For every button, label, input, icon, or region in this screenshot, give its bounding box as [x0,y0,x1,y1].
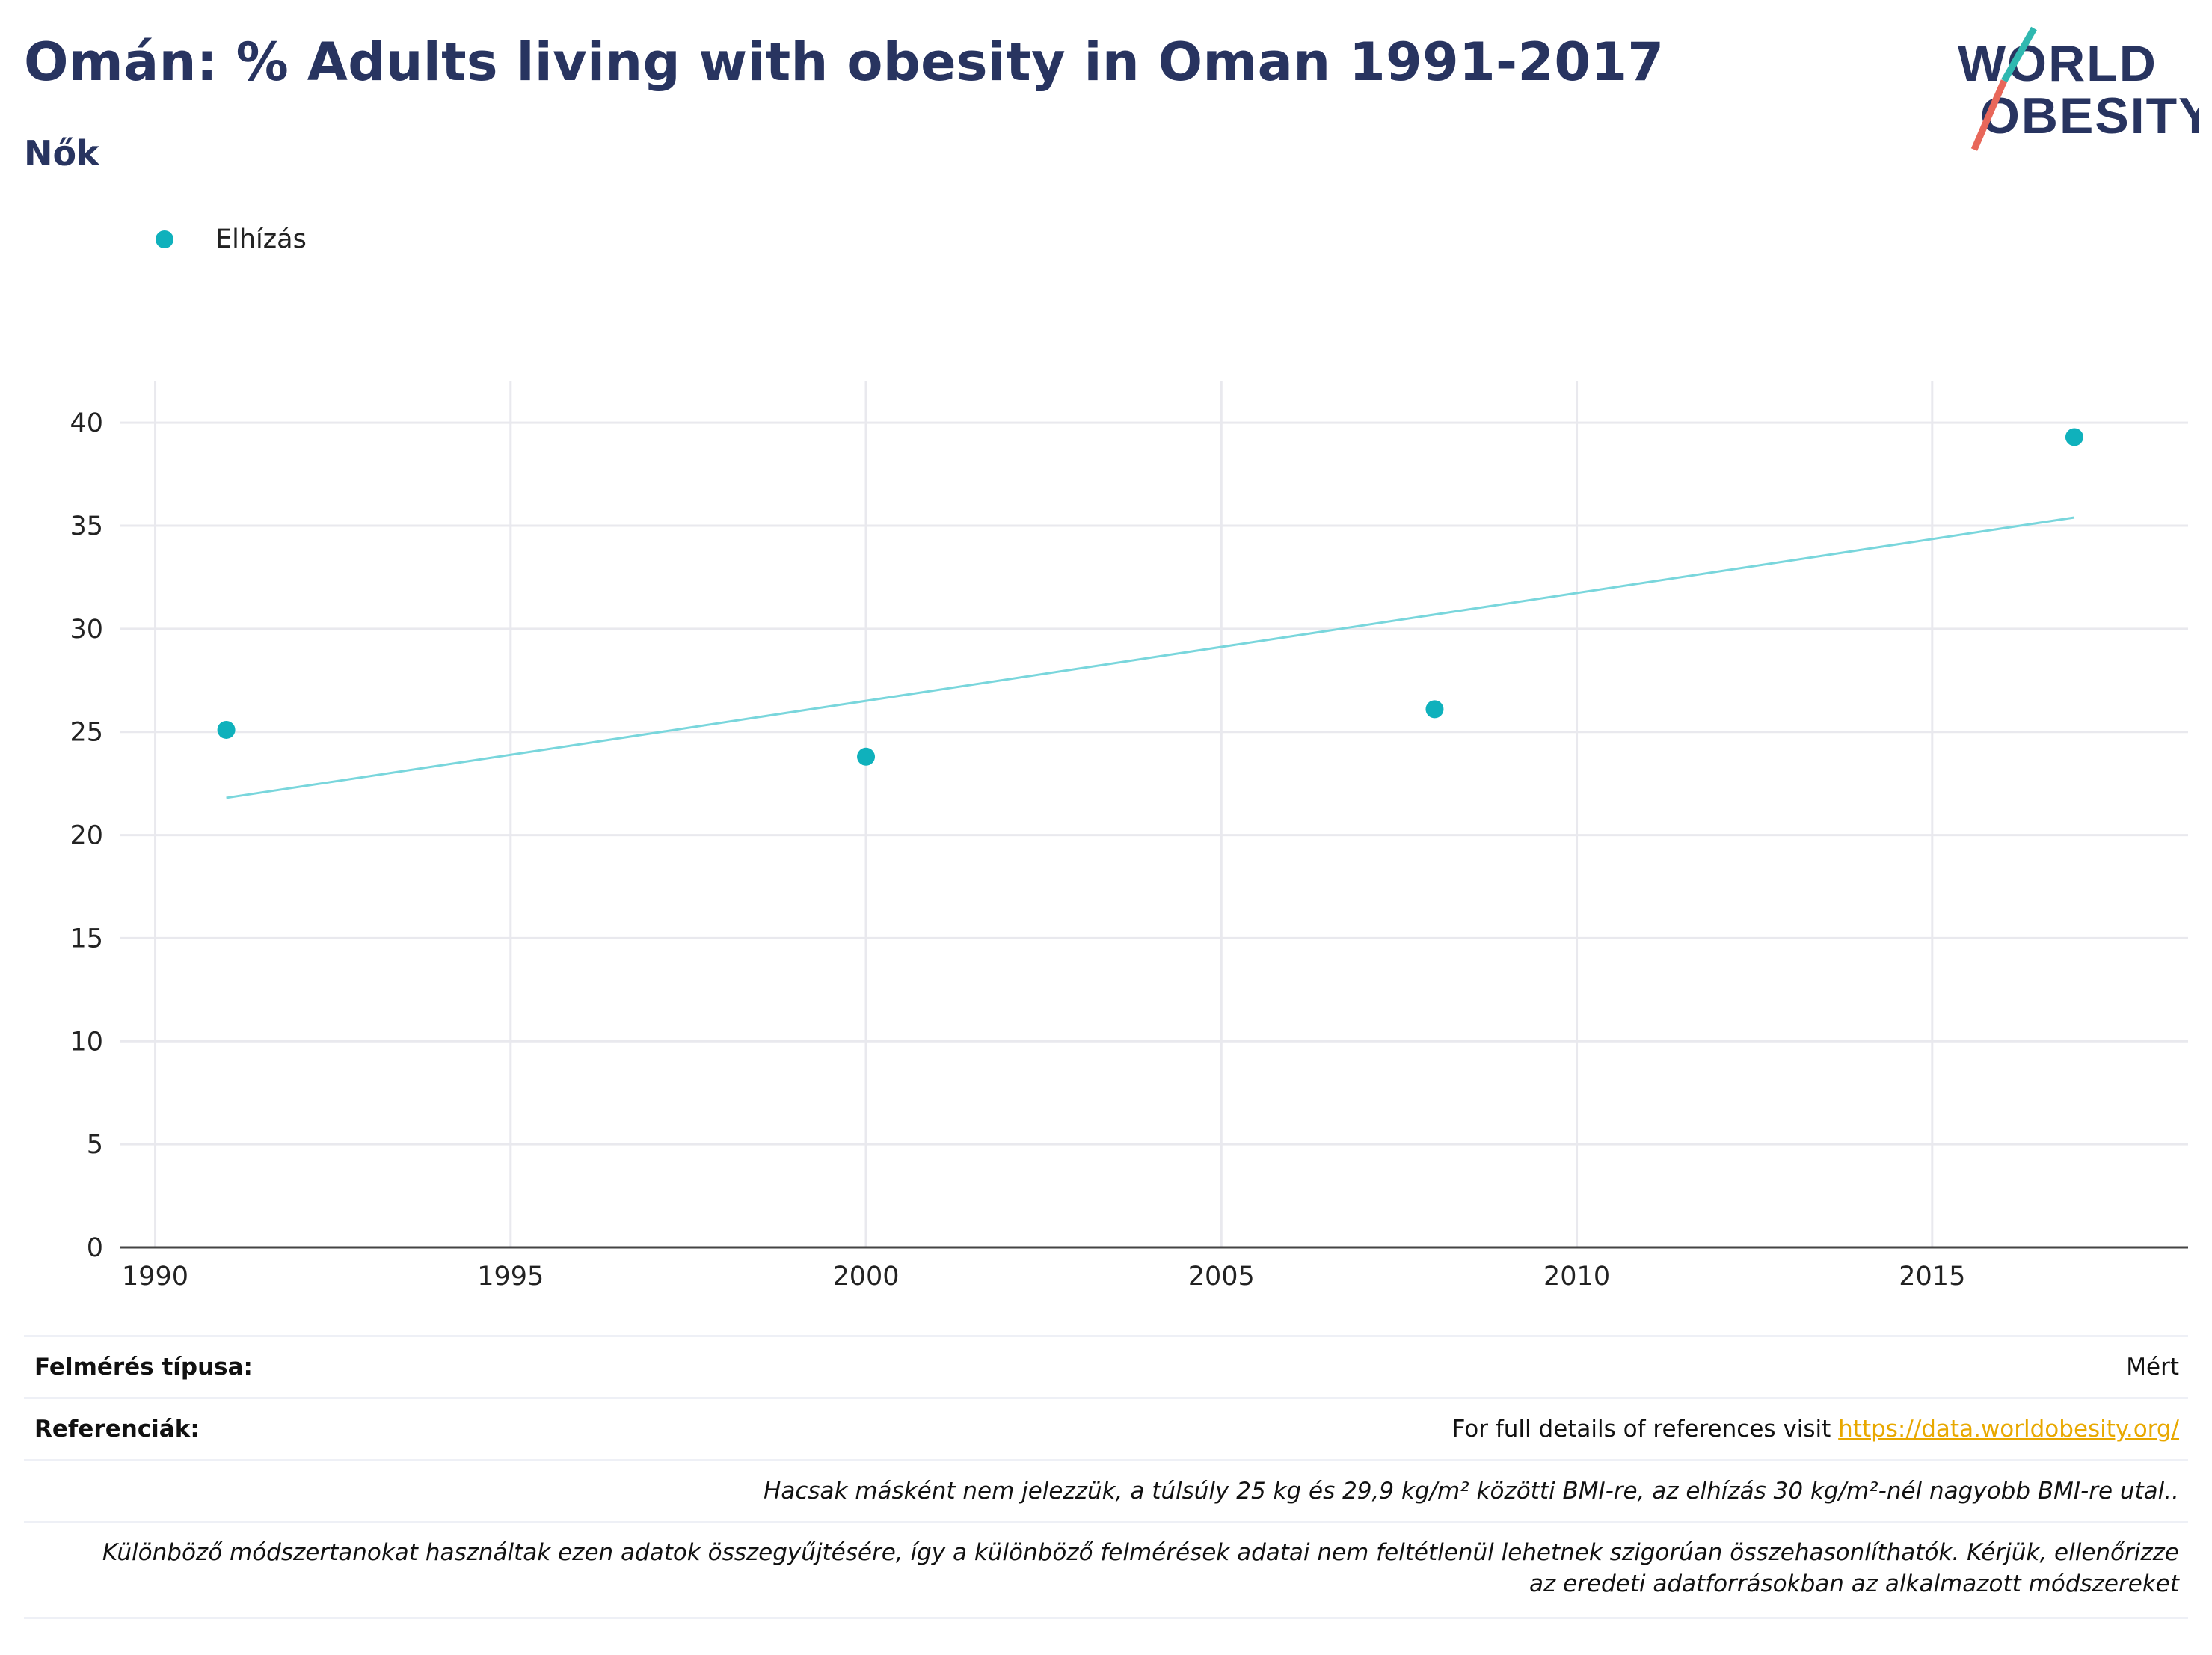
grid-lines [120,381,2188,1247]
x-tick-label: 2010 [1543,1262,1610,1292]
survey-type-value: Mért [2126,1354,2179,1381]
legend-label: Elhízás [215,224,307,254]
note-definition-row: Hacsak másként nem jelezzük, a túlsúly 2… [24,1459,2188,1521]
y-tick-label: 20 [70,821,103,851]
references-value: For full details of references visit htt… [24,1399,2188,1459]
y-tick-label: 25 [70,718,103,748]
data-point [2065,428,2083,446]
references-text: For full details of references visit [1451,1416,1839,1443]
trend-line-layer [226,516,2075,799]
x-tick-label: 2005 [1188,1262,1255,1292]
logo-word-obesity: OBESITY [1980,87,2199,144]
data-point [1425,700,1444,719]
y-tick-label: 15 [70,924,103,954]
note-methodology: Különböző módszertanokat használtak ezen… [102,1539,2179,1597]
chart-subtitle: Nők [24,133,99,174]
data-points [217,428,2083,766]
references-label: Referenciák: [34,1416,200,1443]
note-definition: Hacsak másként nem jelezzük, a túlsúly 2… [764,1478,2179,1505]
trend-line [226,516,2075,799]
y-tick-label: 40 [70,408,103,438]
x-tick-label: 1995 [477,1262,544,1292]
y-tick-label: 35 [70,512,103,541]
info-table: Felmérés típusa: Mért Referenciák: For f… [24,1335,2188,1619]
y-tick-label: 0 [87,1233,103,1263]
data-point [857,747,876,766]
logo-slash-teal [2001,26,2037,83]
x-tick-label: 2000 [833,1262,900,1292]
logo-slash-coral [1970,79,2008,151]
axes: 0 5 10 15 20 25 30 35 40 1990 1995 2000 2005 2010 2015 [70,408,2188,1292]
chart-title: Omán: % Adults living with obesity in Om… [24,31,1665,93]
chart-legend[interactable]: Elhízás [156,224,307,254]
y-tick-label: 5 [87,1130,103,1160]
x-tick-label: 2015 [1899,1262,1965,1292]
y-tick-label: 30 [70,615,103,645]
y-tick-label: 10 [70,1027,103,1057]
legend-marker [156,230,173,248]
data-point [217,720,236,739]
x-tick-label: 1990 [122,1262,188,1292]
survey-type-label: Felmérés típusa: [34,1354,253,1381]
references-link[interactable]: https://data.worldobesity.org/ [1838,1416,2179,1443]
logo-word-world: WORLD [1958,35,2157,92]
survey-type-row: Felmérés típusa: Mért [24,1335,2188,1397]
scatter-chart: 0 5 10 15 20 25 30 35 40 1990 1995 2000 2005 2010 2015 [70,381,2188,1292]
note-methodology-row: Különböző módszertanokat használtak ezen… [24,1521,2188,1619]
references-row: Referenciák: For full details of referen… [24,1397,2188,1459]
world-obesity-logo: WORLD OBESITY [1958,26,2199,151]
